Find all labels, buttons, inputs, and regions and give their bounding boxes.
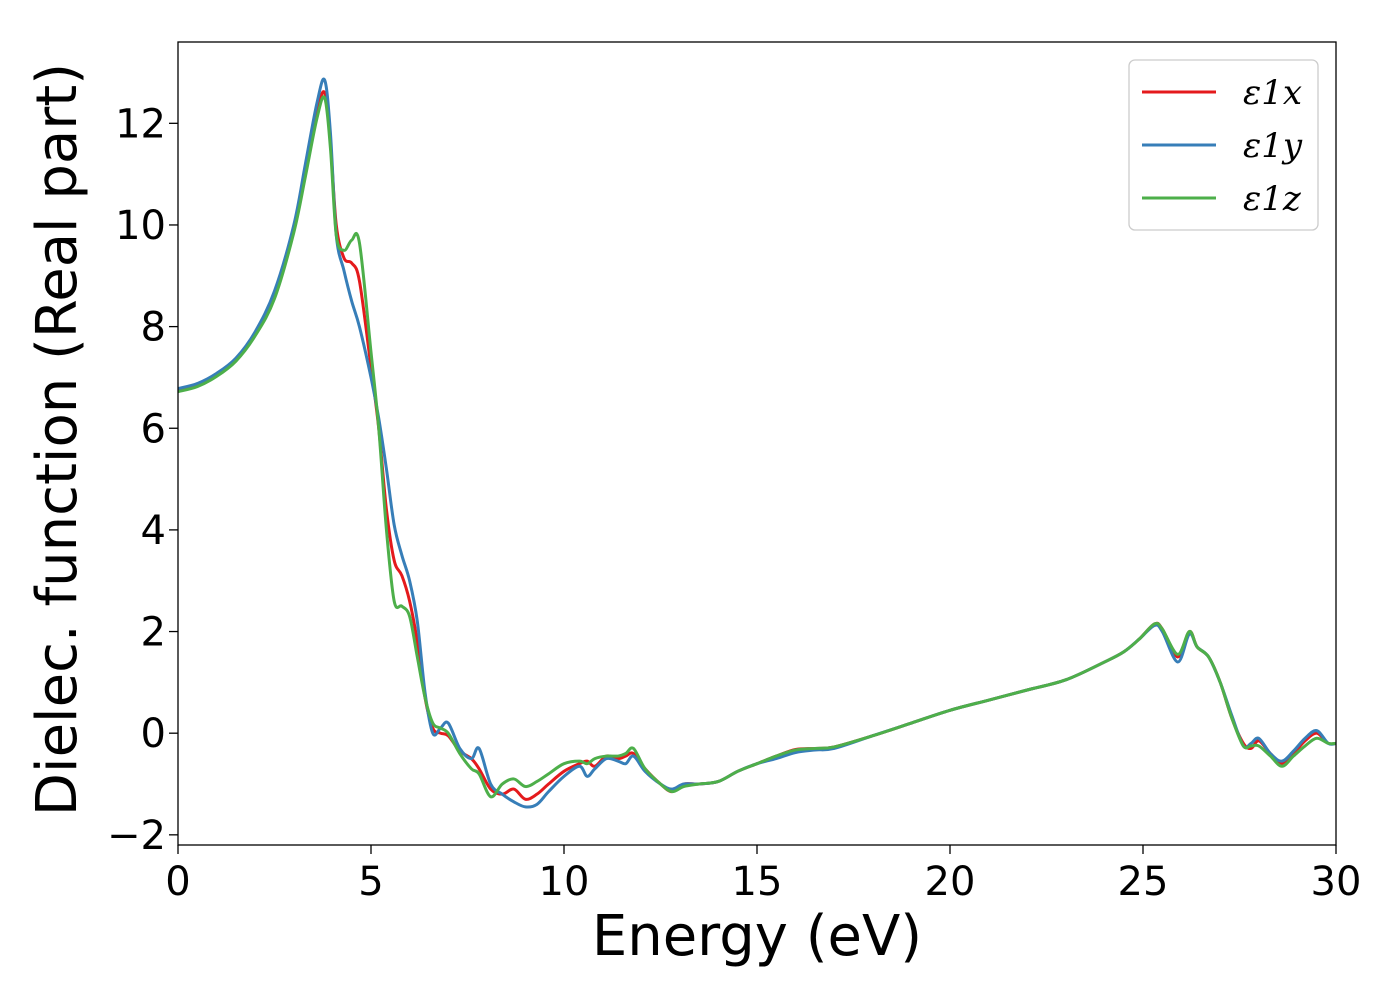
y-tick-label: 4 [141, 508, 166, 554]
x-tick-label: 15 [732, 859, 783, 905]
x-tick-label: 30 [1311, 859, 1362, 905]
y-axis: −2 0 2 4 6 8 10 12 [107, 101, 178, 859]
legend-label: ε1y [1243, 126, 1303, 166]
legend-label: ε1z [1243, 179, 1302, 219]
y-tick-label: 0 [141, 711, 166, 757]
x-tick-label: 0 [165, 859, 190, 905]
y-tick-label: 10 [115, 203, 166, 249]
x-axis: 0 5 10 15 20 25 30 [165, 845, 1361, 905]
legend: ε1x ε1y ε1z [1128, 59, 1319, 231]
x-axis-label: Energy (eV) [592, 904, 922, 969]
y-tick-label: 6 [141, 406, 166, 452]
y-tick-label: 8 [141, 305, 166, 351]
y-tick-label: 2 [141, 610, 166, 656]
x-tick-label: 20 [925, 859, 976, 905]
x-tick-label: 5 [358, 859, 383, 905]
legend-box [1128, 59, 1319, 231]
x-tick-label: 25 [1118, 859, 1169, 905]
series-lines [178, 77, 1336, 809]
series-line-3 [178, 95, 1336, 799]
y-axis-label: Dielec. function (Real part) [25, 63, 90, 816]
y-tick-label: −2 [107, 813, 166, 859]
x-tick-label: 10 [539, 859, 590, 905]
legend-label: ε1x [1243, 73, 1302, 113]
y-tick-label: 12 [115, 101, 166, 147]
